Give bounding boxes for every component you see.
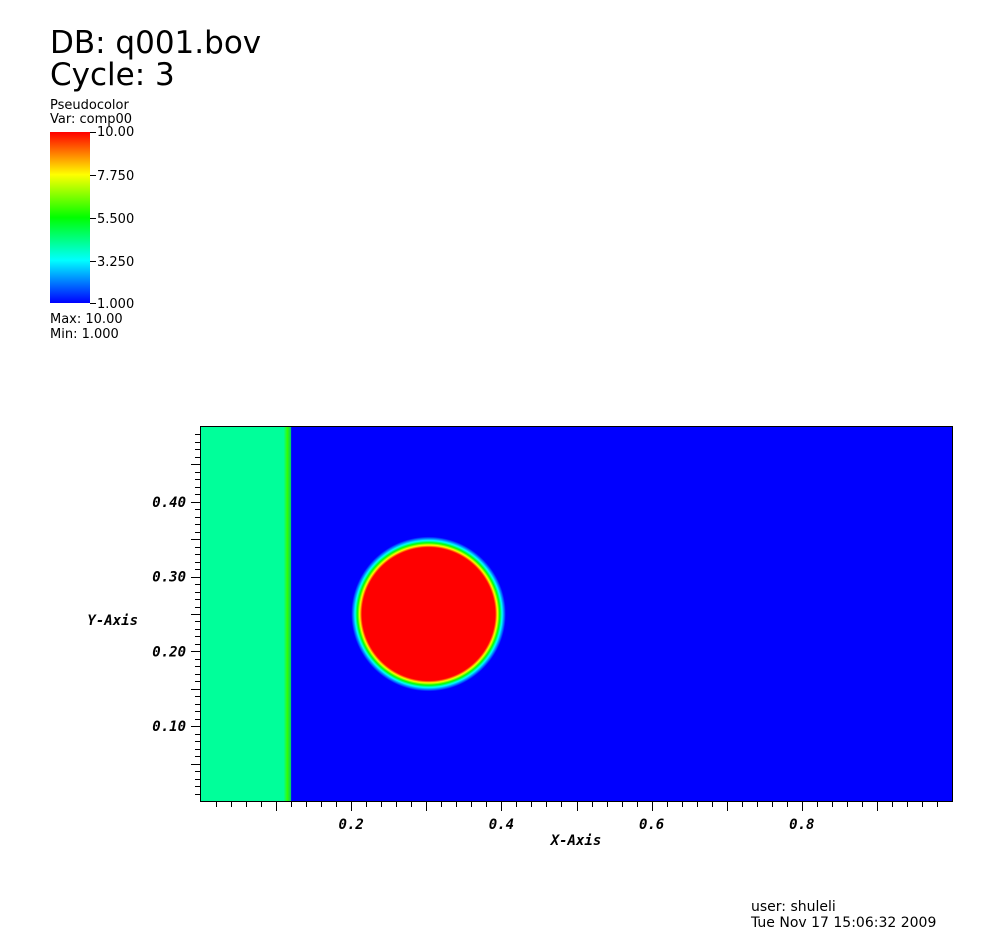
inflow-band-edge — [283, 427, 292, 801]
database-label: DB: q001.bov — [50, 25, 262, 61]
legend-tick — [90, 261, 96, 262]
plot-area — [201, 427, 952, 801]
y-tick-label: 0.30 — [152, 570, 186, 586]
legend-plot-type: Pseudocolor — [50, 98, 129, 113]
y-tick-label: 0.20 — [152, 644, 186, 660]
inflow-band — [201, 427, 289, 801]
legend-variable: Var: comp00 — [50, 112, 133, 127]
x-tick-label: 0.4 — [489, 817, 514, 833]
legend-tick — [90, 218, 96, 219]
legend-tick-label: 5.500 — [97, 212, 135, 227]
legend-tick-label: 10.00 — [97, 125, 135, 140]
plot-frame — [200, 426, 953, 802]
legend-min: Min: 1.000 — [50, 327, 119, 342]
legend-tick-label: 7.750 — [97, 169, 135, 184]
legend-tick — [90, 132, 96, 133]
user-label: user: shuleli — [751, 899, 836, 915]
legend-tick — [90, 175, 96, 176]
x-tick-label: 0.2 — [339, 817, 364, 833]
x-axis-title: X-Axis — [550, 833, 602, 849]
x-tick-label: 0.8 — [789, 817, 814, 833]
x-tick-label: 0.6 — [639, 817, 664, 833]
color-legend-bar — [50, 132, 90, 303]
y-tick-label: 0.40 — [152, 495, 186, 511]
y-axis-title: Y-Axis — [87, 613, 138, 629]
cycle-label: Cycle: 3 — [50, 57, 175, 93]
timestamp-label: Tue Nov 17 15:06:32 2009 — [751, 915, 937, 931]
y-tick-label: 0.10 — [152, 719, 186, 735]
legend-tick-label: 1.000 — [97, 297, 135, 312]
legend-tick — [90, 303, 96, 304]
legend-tick-label: 3.250 — [97, 255, 135, 270]
high-value-disk — [351, 536, 506, 692]
legend-max: Max: 10.00 — [50, 312, 123, 327]
